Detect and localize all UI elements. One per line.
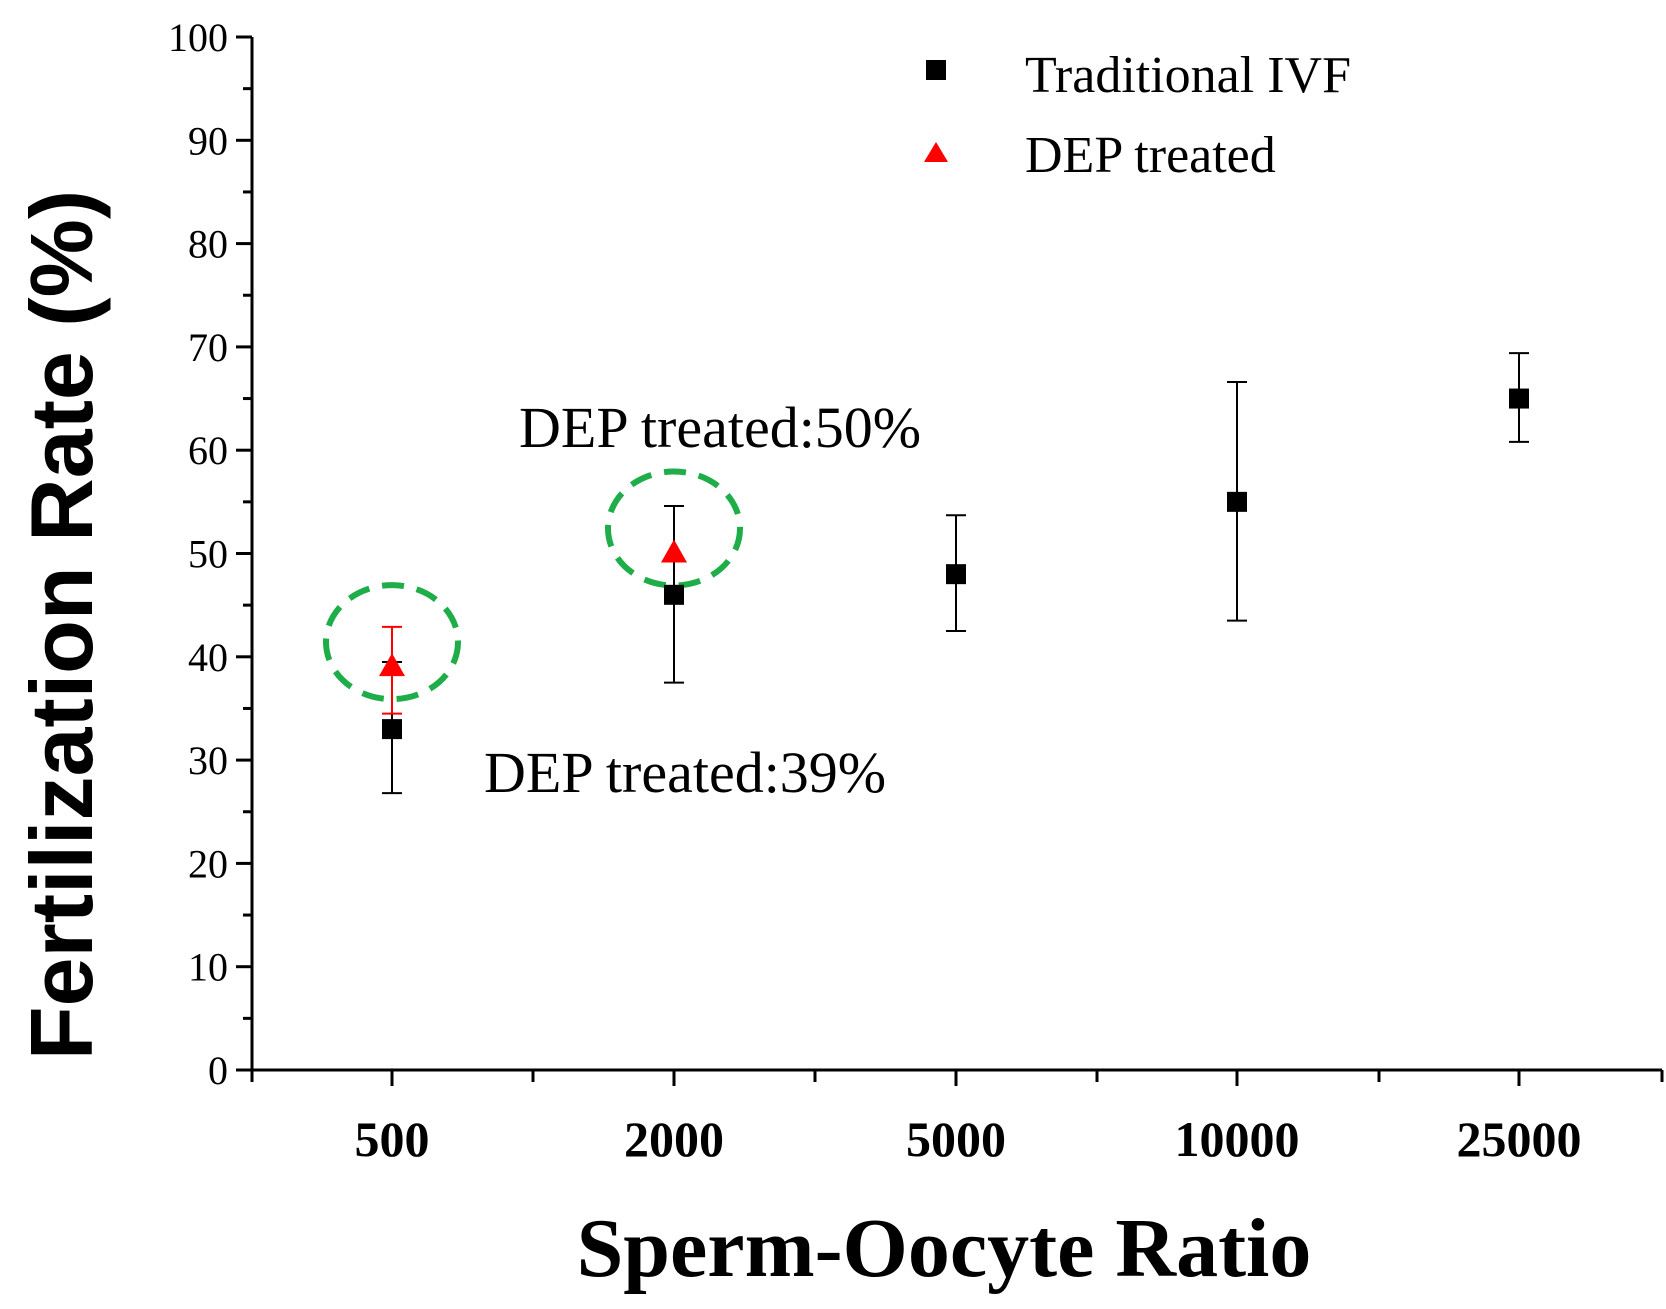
highlight-circle: [605, 468, 743, 589]
marker-traditional-ivf: [382, 719, 402, 740]
y-axis-label: Fertilization Rate (%): [12, 190, 111, 1060]
marker-dep-treated: [661, 539, 687, 563]
marker-traditional-ivf: [1509, 388, 1529, 409]
x-axis-ticks: 500 2000 5000 10000 25000: [250, 1070, 1664, 1167]
marker-dep-treated: [379, 653, 405, 677]
x-tick-label: 25000: [1457, 1111, 1582, 1167]
x-tick-label: 500: [355, 1111, 430, 1167]
marker-traditional-ivf: [946, 564, 966, 585]
legend-marker-traditional-ivf: [926, 60, 946, 80]
x-tick-label: 2000: [624, 1111, 724, 1167]
annotation-dep-39: DEP treated:39%: [484, 740, 886, 805]
legend: Traditional IVF DEP treated: [924, 47, 1351, 184]
legend-label-traditional-ivf: Traditional IVF: [1025, 47, 1351, 104]
x-tick-label: 10000: [1175, 1111, 1300, 1167]
annotation-dep-50: DEP treated:50%: [519, 395, 921, 460]
legend-marker-dep-treated: [924, 142, 948, 162]
y-tick-label: 40: [188, 635, 228, 680]
x-axis-label: Sperm-Oocyte Ratio: [577, 1202, 1312, 1295]
x-tick-label: 5000: [906, 1111, 1006, 1167]
y-axis-ticks: 0 10 20 30 40 50 60 70 80 90 100: [168, 15, 252, 1093]
y-tick-label: 60: [188, 428, 228, 473]
y-tick-label: 100: [168, 15, 228, 60]
marker-traditional-ivf: [1227, 491, 1247, 512]
legend-label-dep-treated: DEP treated: [1025, 127, 1276, 184]
highlight-circle: [323, 582, 461, 703]
y-tick-label: 10: [188, 945, 228, 990]
highlight-circles: [323, 468, 743, 703]
y-tick-label: 30: [188, 738, 228, 783]
y-tick-label: 50: [188, 532, 228, 577]
data-markers: [379, 388, 1529, 740]
marker-traditional-ivf: [664, 584, 684, 605]
y-tick-label: 20: [188, 841, 228, 886]
y-tick-label: 0: [208, 1048, 228, 1093]
y-tick-label: 90: [188, 118, 228, 163]
y-tick-label: 80: [188, 222, 228, 267]
y-tick-label: 70: [188, 325, 228, 370]
